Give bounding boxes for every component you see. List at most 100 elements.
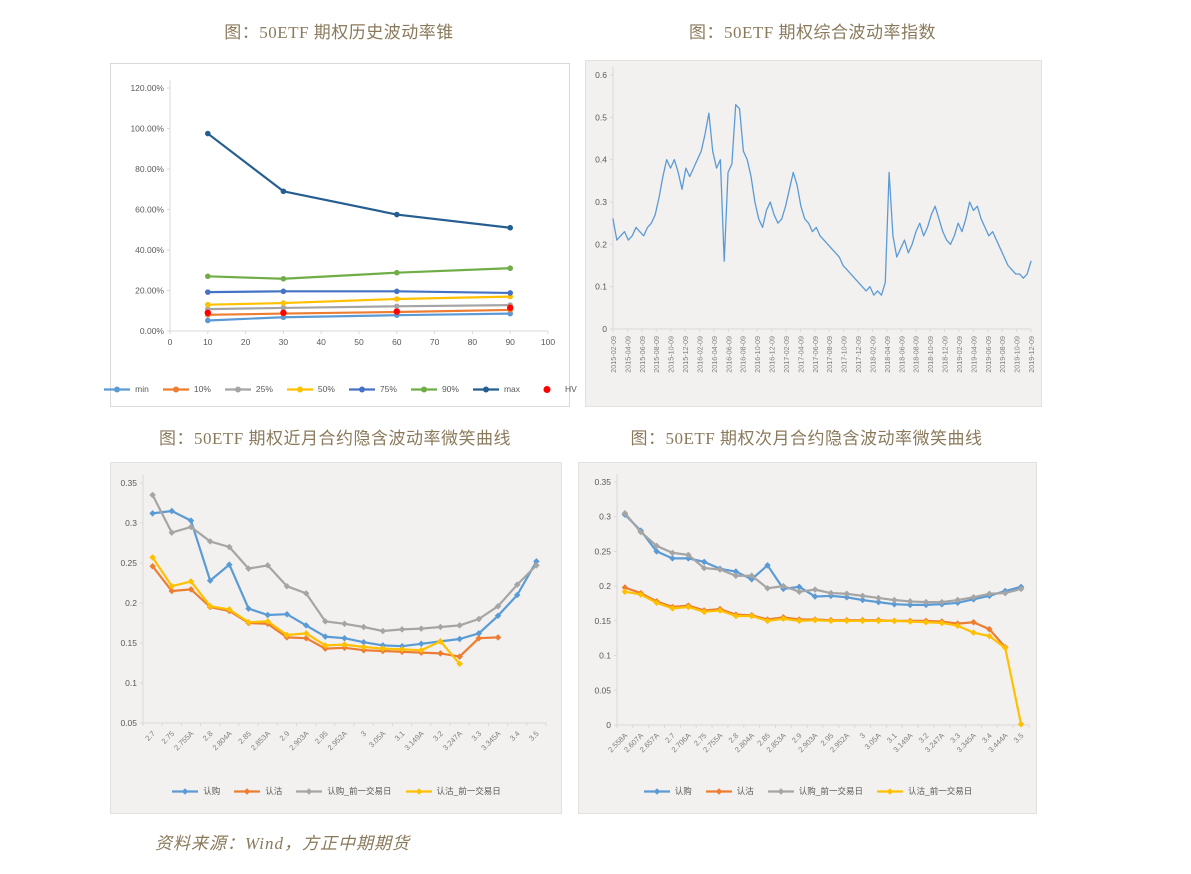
svg-text:70: 70 [430, 337, 440, 347]
svg-text:0: 0 [606, 720, 611, 730]
svg-text:100.00%: 100.00% [130, 124, 164, 134]
legend-label: min [135, 384, 149, 394]
svg-text:2015-04-09: 2015-04-09 [623, 336, 632, 373]
chart-title-volatility-index: 图：50ETF 期权综合波动率指数 [689, 23, 936, 42]
legend-swatch-icon [543, 385, 551, 393]
svg-text:0.2: 0.2 [599, 581, 611, 591]
svg-text:0.25: 0.25 [594, 546, 611, 556]
legend-item: 认购_前一交易日 [295, 785, 392, 797]
svg-text:0.3: 0.3 [595, 197, 607, 207]
legend-swatch-icon [104, 386, 131, 392]
svg-text:2016-06-09: 2016-06-09 [724, 336, 733, 373]
svg-text:40.00%: 40.00% [135, 245, 164, 255]
svg-text:2019-02-09: 2019-02-09 [955, 336, 964, 373]
svg-text:3.1: 3.1 [393, 729, 407, 743]
svg-text:2019-04-09: 2019-04-09 [969, 336, 978, 373]
legend-swatch-icon [286, 386, 313, 392]
svg-text:2017-06-09: 2017-06-09 [811, 336, 820, 373]
legend-item: 50% [286, 384, 335, 394]
svg-text:0.05: 0.05 [120, 718, 137, 728]
svg-text:2017-12-09: 2017-12-09 [854, 336, 863, 373]
legend-swatch-icon [767, 787, 794, 795]
legend-label: HV [565, 384, 577, 394]
legend-swatch-icon [472, 386, 499, 392]
svg-text:2018-06-09: 2018-06-09 [897, 336, 906, 373]
svg-text:20.00%: 20.00% [135, 286, 164, 296]
svg-text:2017-08-09: 2017-08-09 [825, 336, 834, 373]
svg-text:2018-12-09: 2018-12-09 [941, 336, 950, 373]
svg-text:0.3: 0.3 [599, 512, 611, 522]
svg-text:2019-06-09: 2019-06-09 [984, 336, 993, 373]
svg-text:0: 0 [168, 337, 173, 347]
legend-label: 25% [255, 384, 273, 394]
svg-text:3: 3 [359, 729, 368, 738]
svg-text:3: 3 [858, 731, 867, 740]
legend-item: 认沽_前一交易日 [876, 785, 972, 797]
next-month-smile-chart: 00.050.10.150.20.250.30.352.558A2.607A2.… [594, 474, 1030, 754]
svg-text:0.1: 0.1 [599, 651, 611, 661]
svg-text:2.853A: 2.853A [249, 729, 272, 752]
legend-swatch-icon [705, 787, 732, 795]
svg-text:2017-04-09: 2017-04-09 [796, 336, 805, 373]
source-note: 资料来源：Wind，方正中期期货 [155, 834, 410, 853]
svg-text:0.2: 0.2 [595, 239, 607, 249]
svg-text:3.4: 3.4 [508, 729, 522, 743]
legend-swatch-icon [234, 787, 261, 795]
svg-text:0.2: 0.2 [125, 598, 137, 608]
volatility-cone-legend: min 10% 25% 50% 75% 90% max HV [104, 384, 577, 394]
svg-text:0.35: 0.35 [594, 477, 611, 487]
svg-text:2015-06-09: 2015-06-09 [638, 336, 647, 373]
svg-text:2016-04-09: 2016-04-09 [710, 336, 719, 373]
svg-text:0.25: 0.25 [120, 558, 137, 568]
legend-item: 认沽_前一交易日 [405, 785, 501, 797]
svg-text:50: 50 [354, 337, 364, 347]
svg-text:3.5: 3.5 [1012, 731, 1026, 745]
svg-text:2016-12-09: 2016-12-09 [768, 336, 777, 373]
legend-label: 认购 [674, 786, 692, 796]
svg-text:10: 10 [203, 337, 213, 347]
legend-item: 10% [162, 384, 211, 394]
legend-label: 90% [441, 384, 459, 394]
svg-text:2.903A: 2.903A [287, 729, 310, 752]
svg-text:2.8: 2.8 [201, 729, 215, 743]
panel-next-month-smile: 0 0.05 0.1 0.15 0.2 0.25 0.3 0.35 2.558A 2.607A 2.… [578, 462, 1037, 814]
svg-text:2015-12-09: 2015-12-09 [681, 336, 690, 373]
svg-text:0.6: 0.6 [595, 70, 607, 80]
svg-text:20: 20 [241, 337, 251, 347]
legend-item: HV [533, 384, 577, 394]
svg-text:2019-12-09: 2019-12-09 [1027, 336, 1036, 373]
volatility-index-chart: 0 0.1 0.2 0.3 0.4 0.5 0.6 2015-02-09 2015-04-09 2… [595, 67, 1036, 373]
legend-item: 认沽 [705, 785, 754, 797]
legend-swatch-icon [410, 386, 437, 392]
legend-label: 认沽_前一交易日 [436, 786, 501, 796]
legend-label: 认购_前一交易日 [327, 786, 392, 796]
svg-text:2015-02-09: 2015-02-09 [609, 336, 618, 373]
svg-text:2017-02-09: 2017-02-09 [782, 336, 791, 373]
svg-text:2017-10-09: 2017-10-09 [840, 336, 849, 373]
svg-text:2016-10-09: 2016-10-09 [753, 336, 762, 373]
svg-text:2018-04-09: 2018-04-09 [883, 336, 892, 373]
svg-text:100: 100 [541, 337, 555, 347]
legend-label: 75% [379, 384, 397, 394]
svg-text:2015-10-09: 2015-10-09 [667, 336, 676, 373]
legend-label: 认购 [203, 786, 221, 796]
legend-label: 认沽 [736, 786, 754, 796]
svg-text:0.5: 0.5 [595, 112, 607, 122]
svg-text:3.345A: 3.345A [479, 729, 502, 752]
svg-text:2019-08-09: 2019-08-09 [998, 336, 1007, 373]
chart-title-near-month-smile: 图：50ETF 期权近月合约隐含波动率微笑曲线 [159, 429, 511, 448]
svg-text:3.05A: 3.05A [863, 731, 883, 751]
legend-swatch-icon [172, 787, 199, 795]
panel-volatility-index: 0 0.1 0.2 0.3 0.4 0.5 0.6 2015-02-09 2015-04-09 2… [585, 60, 1042, 407]
svg-text:0.05: 0.05 [594, 685, 611, 695]
near-month-smile-legend: 认购 认沽 认购_前一交易日 认沽_前一交易日 [111, 785, 561, 797]
svg-text:0.1: 0.1 [125, 678, 137, 688]
svg-text:2.9: 2.9 [278, 729, 292, 743]
svg-text:0.00%: 0.00% [140, 326, 165, 336]
svg-text:2018-10-09: 2018-10-09 [926, 336, 935, 373]
legend-swatch-icon [348, 386, 375, 392]
svg-text:0.3: 0.3 [125, 518, 137, 528]
panel-near-month-smile: 0.05 0.1 0.15 0.2 0.25 0.3 0.35 2.7 2.75 2.755A 2.… [110, 462, 562, 814]
svg-text:3.05A: 3.05A [367, 729, 387, 749]
